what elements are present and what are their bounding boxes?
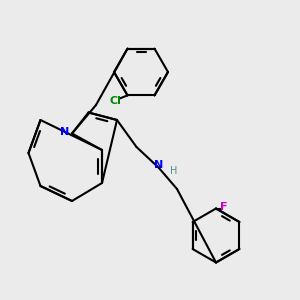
Text: H: H — [170, 166, 177, 176]
Text: Cl: Cl — [110, 96, 122, 106]
Text: F: F — [220, 202, 227, 212]
Text: N: N — [154, 160, 164, 170]
Text: N: N — [60, 127, 69, 137]
